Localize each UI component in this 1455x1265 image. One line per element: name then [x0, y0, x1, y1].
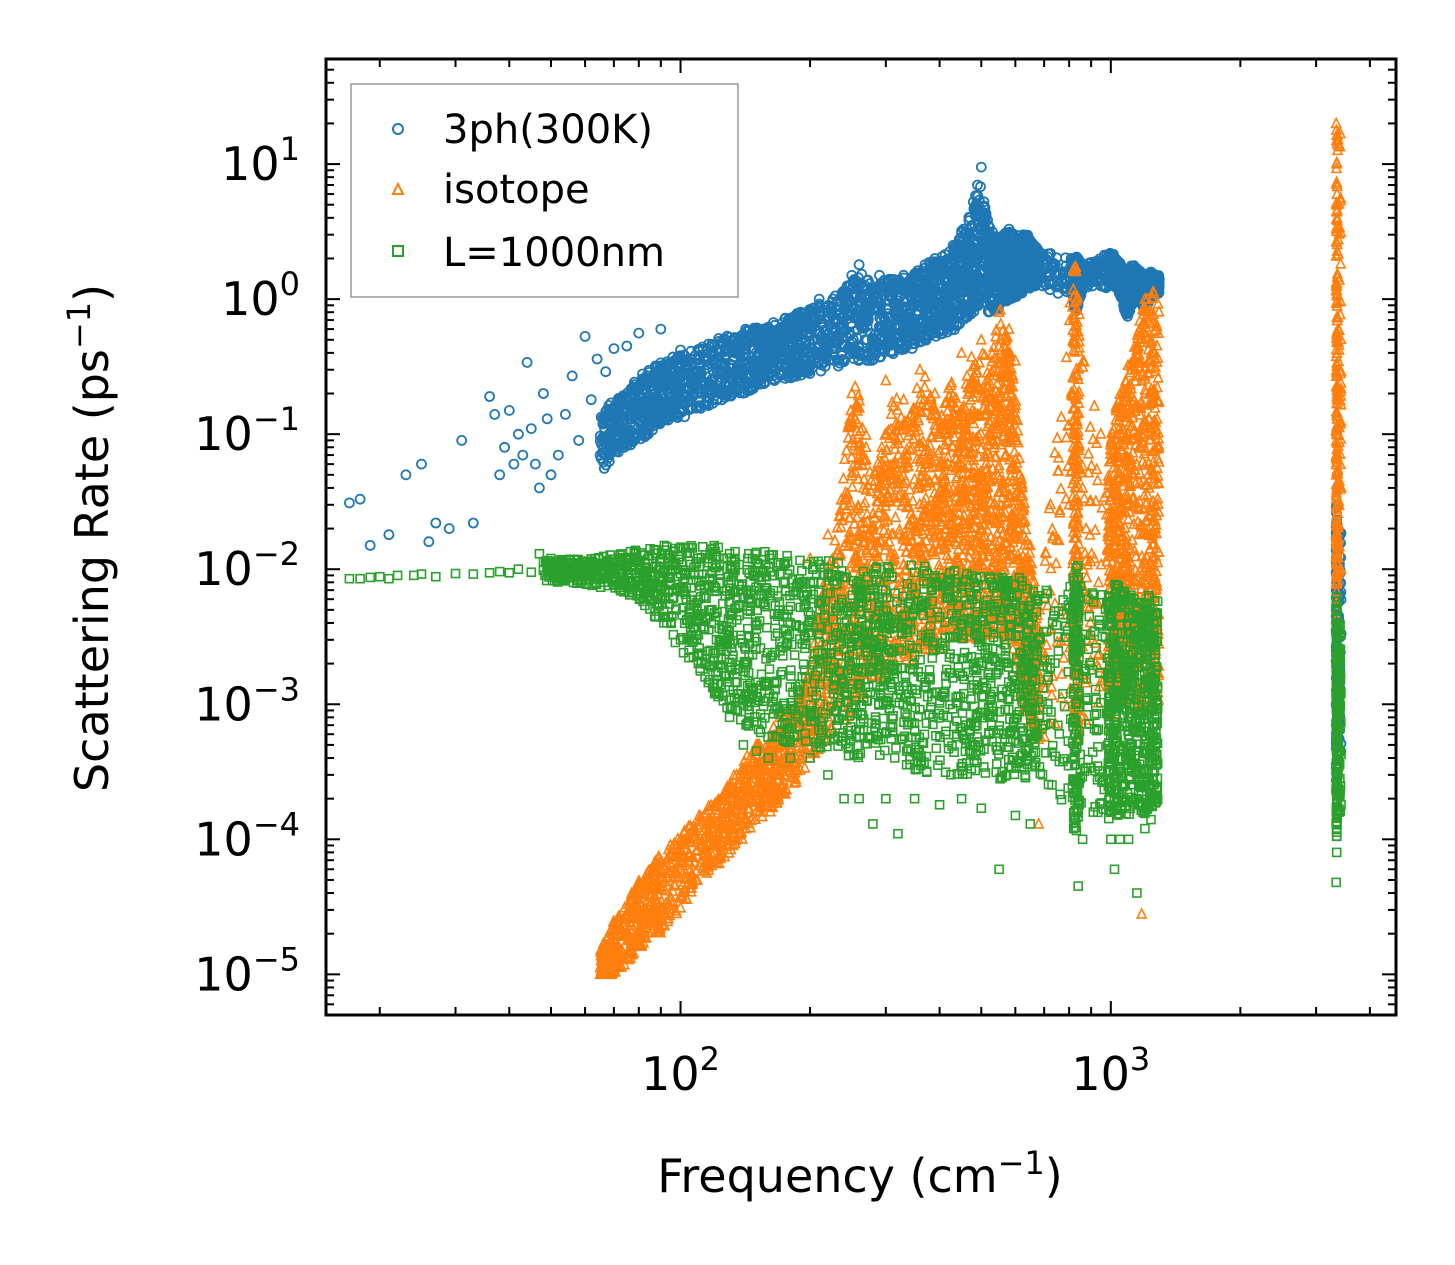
data-point	[541, 413, 553, 425]
data-point	[710, 385, 722, 396]
data-point	[693, 343, 705, 355]
data-point	[560, 408, 571, 420]
data-point	[525, 423, 537, 435]
data-point	[853, 259, 865, 271]
data-point	[695, 368, 707, 380]
data-point	[354, 493, 366, 505]
data-point	[730, 366, 741, 378]
data-point	[703, 377, 715, 389]
data-point	[614, 418, 626, 430]
data-point	[728, 354, 739, 366]
data-point	[693, 373, 705, 385]
data-point	[573, 434, 585, 446]
data-point	[489, 408, 501, 420]
data-point	[728, 342, 740, 354]
data-point	[693, 357, 705, 369]
data-point	[534, 482, 545, 494]
data-point	[975, 161, 987, 173]
data-point	[622, 429, 633, 440]
data-point	[400, 469, 412, 481]
data-point	[655, 323, 667, 335]
data-point	[598, 462, 610, 474]
data-point	[416, 458, 427, 470]
data-point	[517, 449, 529, 461]
data-point	[566, 370, 578, 382]
data-point	[364, 540, 376, 551]
data-point	[499, 441, 511, 453]
data-point	[726, 344, 738, 356]
data-point	[633, 327, 645, 339]
data-point	[714, 338, 726, 350]
data-point	[579, 330, 591, 342]
data-point	[423, 536, 435, 548]
data-point	[503, 404, 515, 416]
data-point	[443, 523, 455, 534]
data-point	[591, 353, 603, 365]
data-point	[621, 340, 633, 352]
data-point	[647, 424, 658, 436]
data-point	[494, 469, 506, 481]
data-point	[599, 422, 610, 434]
series-layer	[343, 116, 1347, 980]
data-point	[647, 420, 659, 432]
data-point	[484, 391, 496, 402]
data-point	[552, 449, 564, 461]
data-point	[609, 431, 621, 443]
data-point	[343, 497, 355, 509]
data-point	[678, 382, 689, 394]
data-point	[625, 401, 637, 413]
data-point	[678, 355, 689, 367]
data-point	[530, 458, 541, 470]
data-point	[585, 394, 597, 406]
data-point	[430, 517, 442, 529]
data-point	[683, 383, 695, 395]
data-point	[600, 366, 612, 378]
data-point	[608, 343, 620, 355]
data-point	[635, 396, 647, 408]
data-point	[703, 399, 715, 411]
data-point	[635, 423, 647, 435]
series-3ph-300k-	[343, 161, 1347, 798]
data-point	[597, 417, 609, 428]
data-point	[513, 428, 524, 440]
data-point	[508, 458, 520, 470]
data-point	[616, 395, 628, 407]
data-point	[666, 411, 678, 422]
data-point	[621, 434, 633, 446]
data-point	[682, 396, 694, 408]
data-point	[456, 434, 468, 446]
data-point	[383, 529, 395, 541]
data-point	[726, 384, 737, 396]
data-point	[521, 356, 533, 368]
data-point	[610, 445, 622, 457]
data-point	[545, 469, 557, 481]
data-point	[467, 517, 479, 529]
data-point	[611, 428, 623, 440]
data-point	[538, 388, 549, 399]
data-point	[609, 426, 620, 438]
data-point	[657, 414, 668, 426]
data-point	[727, 386, 739, 398]
data-point	[972, 179, 983, 191]
